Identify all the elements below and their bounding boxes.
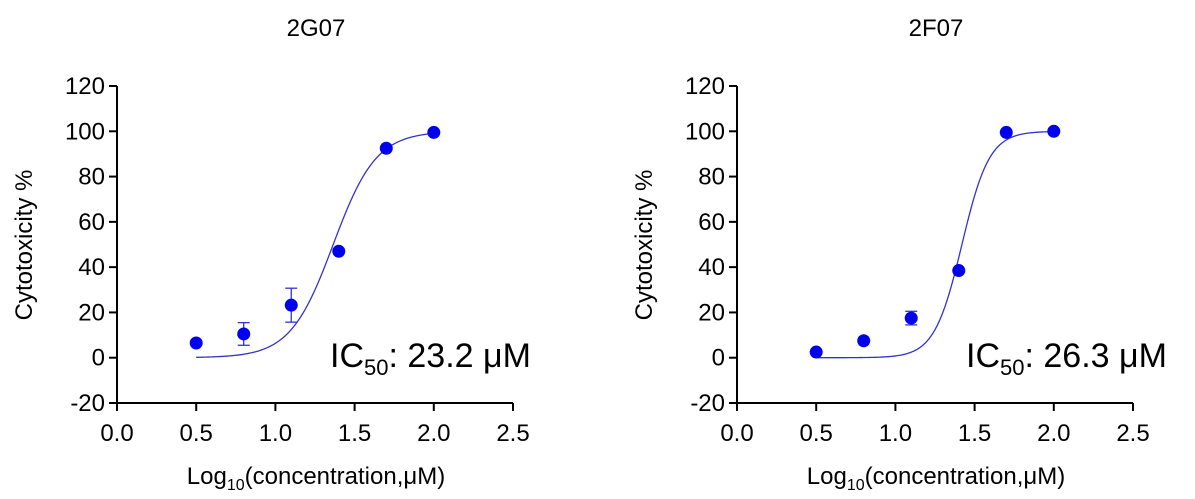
- x-tick-label: 2.0: [1037, 420, 1070, 447]
- ic50-label: IC: [966, 337, 1000, 375]
- data-point: [999, 125, 1013, 139]
- y-tick-label: 40: [78, 254, 105, 281]
- data-point: [809, 345, 823, 359]
- x-tick-label: 2.5: [1116, 420, 1149, 447]
- x-tick-label: 0.0: [720, 420, 753, 447]
- x-tick-label: 1.5: [338, 420, 371, 447]
- chart-title: 2F07: [909, 15, 964, 42]
- ic50-sub: 50: [364, 355, 388, 380]
- ic50-value: : 23.2 μM: [388, 337, 530, 375]
- y-tick-label: 20: [78, 299, 105, 326]
- data-point: [379, 141, 393, 155]
- y-tick-label: 0: [712, 345, 725, 372]
- x-tick-label: 0.0: [100, 420, 133, 447]
- y-tick-label: 80: [698, 164, 725, 191]
- ic50-label: IC: [330, 337, 364, 375]
- y-tick-label: 80: [78, 164, 105, 191]
- ic50-sub: 50: [1000, 355, 1024, 380]
- y-tick-label: 120: [685, 73, 725, 100]
- x-axis-label-base: Log: [187, 463, 227, 490]
- x-tick-label: 2.0: [417, 420, 450, 447]
- y-tick-label: 60: [78, 209, 105, 236]
- y-tick-label: -20: [70, 390, 105, 417]
- x-tick-label: 0.5: [800, 420, 833, 447]
- x-tick-label: 1.0: [879, 420, 912, 447]
- y-tick-label: 120: [65, 73, 105, 100]
- data-point: [332, 244, 346, 258]
- y-tick-label: 20: [698, 299, 725, 326]
- data-point: [237, 327, 251, 341]
- chart-panel-2f07: 2F07 Cytotoxicity % Log10(concentration,…: [631, 15, 1167, 494]
- ic50-annotation: IC50: 26.3 μM: [966, 337, 1167, 380]
- chart-title: 2G07: [287, 15, 346, 42]
- ic50-annotation: IC50: 23.2 μM: [330, 337, 531, 380]
- x-axis-label-rest: (concentration,μM): [245, 463, 446, 490]
- y-tick-label: 100: [685, 118, 725, 145]
- data-point: [189, 336, 203, 350]
- x-tick-label: 1.5: [958, 420, 991, 447]
- data-point: [952, 264, 966, 278]
- y-tick-label: 40: [698, 254, 725, 281]
- x-tick-label: 1.0: [259, 420, 292, 447]
- data-point: [427, 125, 441, 139]
- x-axis-label: Log10(concentration,μM): [187, 463, 445, 494]
- y-tick-label: -20: [690, 390, 725, 417]
- ic50-value: : 26.3 μM: [1024, 337, 1166, 375]
- y-axis-label: Cytotoxicity %: [631, 170, 658, 321]
- y-tick-label: 60: [698, 209, 725, 236]
- fit-curve: [816, 130, 1054, 359]
- y-tick-label: 100: [65, 118, 105, 145]
- fit-curve: [196, 132, 434, 358]
- x-tick-label: 0.5: [180, 420, 213, 447]
- x-axis-label-rest: (concentration,μM): [865, 463, 1066, 490]
- data-point: [857, 334, 871, 348]
- data-point: [904, 311, 918, 325]
- y-axis-label: Cytotoxicity %: [11, 170, 38, 321]
- x-axis-label-sub: 10: [847, 477, 865, 494]
- x-axis-label-base: Log: [807, 463, 847, 490]
- y-tick-label: 0: [92, 345, 105, 372]
- data-point: [284, 298, 298, 312]
- x-tick-label: 2.5: [496, 420, 529, 447]
- x-axis-label: Log10(concentration,μM): [807, 463, 1065, 494]
- chart-panel-2g07: 2G07 Cytotoxicity % Log10(concentration,…: [11, 15, 531, 494]
- x-axis-label-sub: 10: [227, 477, 245, 494]
- data-point: [1047, 124, 1061, 138]
